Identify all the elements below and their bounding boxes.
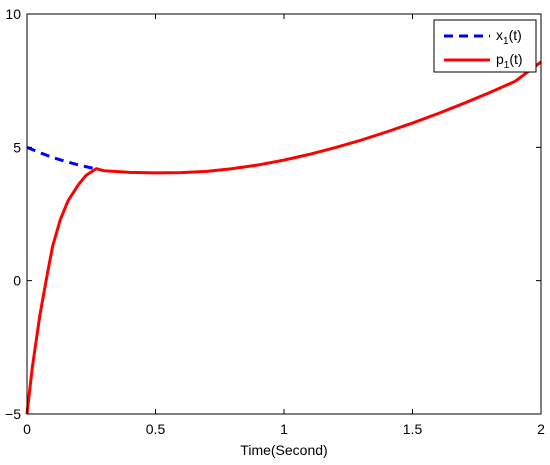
legend: x1(t) p1(t) xyxy=(433,19,537,73)
legend-items: x1(t) p1(t) xyxy=(444,27,523,71)
y-tick-label: 0 xyxy=(13,273,21,289)
legend-label: p1(t) xyxy=(496,51,523,71)
y-tick-label: 5 xyxy=(13,139,21,155)
x-tick-label: 0.5 xyxy=(146,421,166,437)
x-axis-label: Time(Second) xyxy=(240,442,327,458)
x-tick-label: 0 xyxy=(23,421,31,437)
y-tick-label: 10 xyxy=(5,6,21,22)
x-tick-label: 2 xyxy=(537,421,545,437)
legend-label: x1(t) xyxy=(496,27,522,47)
series-layer xyxy=(25,60,542,415)
legend-box xyxy=(433,19,537,73)
x-tick-label: 1.5 xyxy=(403,421,423,437)
series-line-p1 xyxy=(25,60,542,415)
y-tick-label: −5 xyxy=(5,406,21,422)
x-tick-label: 1 xyxy=(280,421,288,437)
series-line-x1 xyxy=(26,145,97,171)
